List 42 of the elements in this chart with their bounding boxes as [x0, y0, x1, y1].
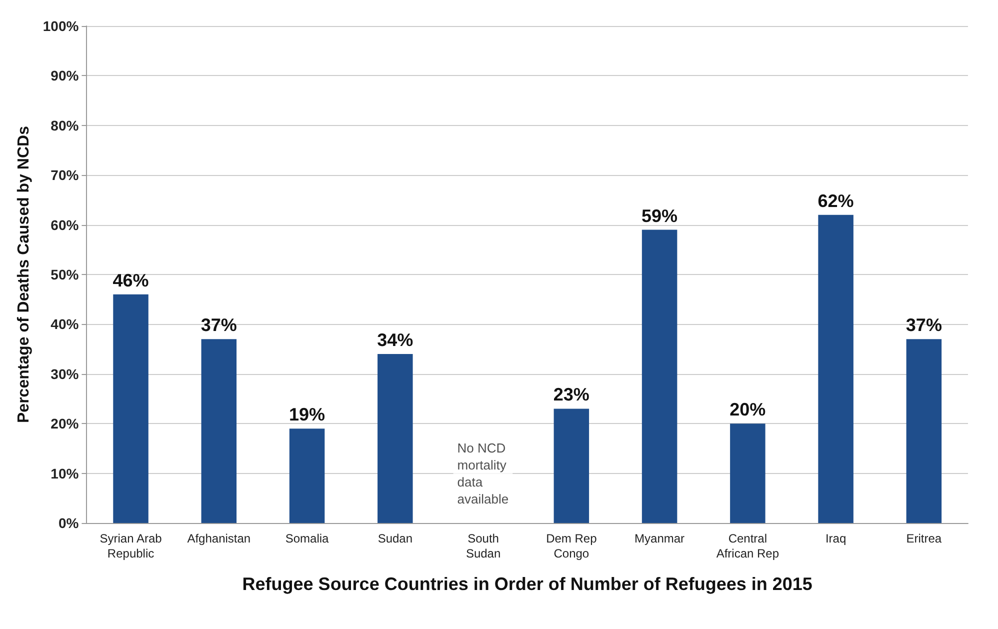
- x-tick-label: Sudan: [378, 532, 413, 546]
- y-tick-label: 70%: [50, 167, 80, 184]
- x-tick-label: Iraq: [825, 532, 846, 546]
- data-label: 37%: [906, 315, 942, 336]
- annotation: No NCD mortality data available: [457, 440, 509, 506]
- data-label: 46%: [112, 270, 149, 290]
- bar: [201, 339, 237, 523]
- data-label: 19%: [289, 404, 326, 425]
- y-tick-label: 100%: [42, 18, 80, 34]
- x-axis-title: Refugee Source Countries in Order of Number of Refugees in 2015: [242, 574, 812, 594]
- x-tick-label: Central African Rep: [716, 532, 780, 560]
- bar: [818, 214, 854, 523]
- bar: [554, 408, 590, 523]
- bar: [642, 230, 678, 523]
- x-tick-label: Myanmar: [634, 532, 685, 546]
- data-label: 23%: [553, 384, 590, 405]
- y-tick-label: 60%: [50, 216, 80, 233]
- y-tick-label: 30%: [50, 366, 80, 382]
- y-tick-label: 80%: [50, 117, 80, 134]
- data-label: 34%: [377, 330, 414, 350]
- data-label: 37%: [200, 315, 237, 336]
- x-tick-label: Afghanistan: [187, 532, 251, 546]
- y-tick-label: 90%: [50, 68, 80, 84]
- y-tick-label: 50%: [50, 266, 80, 282]
- x-tick-label: Dem Rep Congo: [546, 532, 598, 560]
- x-tick-label: Syrian Arab Republic: [100, 532, 162, 560]
- y-tick-label: 40%: [50, 316, 80, 332]
- bar: [378, 354, 413, 523]
- data-label: 59%: [642, 206, 678, 226]
- data-label: 20%: [730, 400, 766, 420]
- y-axis-title: Percentage of Deaths Caused by NCDs: [16, 126, 32, 423]
- x-tick-label: Somalia: [285, 532, 330, 546]
- y-tick-label: 20%: [50, 416, 80, 432]
- bar: [113, 294, 148, 523]
- x-tick-label: South Sudan: [466, 532, 501, 560]
- bar: [730, 424, 766, 523]
- bar: [289, 428, 325, 523]
- x-tick-label: Eritrea: [906, 532, 942, 546]
- y-tick-label: 10%: [50, 465, 80, 482]
- data-label: 62%: [818, 190, 854, 211]
- y-tick-label: 0%: [58, 515, 80, 531]
- bar: [906, 339, 942, 523]
